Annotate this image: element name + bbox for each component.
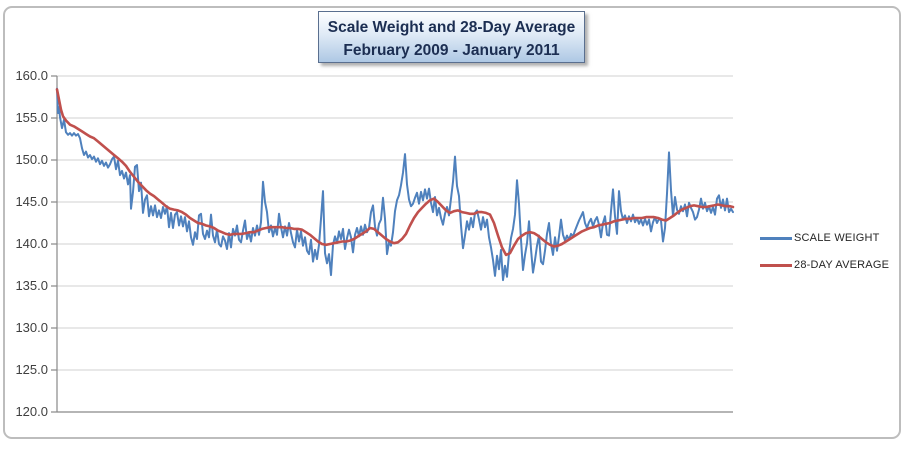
scale-weight-line — [56, 87, 734, 282]
y-axis-label: 150.0 — [15, 152, 48, 167]
chart-outer-border — [3, 6, 901, 439]
legend-line-swatch-blue — [760, 236, 792, 240]
legend-line-swatch-red — [760, 263, 792, 267]
legend-item-28-day-average: 28-DAY AVERAGE — [760, 255, 889, 275]
chart-title-line2: February 2009 - January 2011 — [343, 42, 560, 59]
y-axis-label: 135.0 — [15, 278, 48, 293]
y-axis-label: 145.0 — [15, 194, 48, 209]
average-line — [55, 88, 735, 257]
y-axis-label: 160.0 — [15, 68, 48, 83]
y-axis-label: 140.0 — [15, 236, 48, 251]
legend: SCALE WEIGHT 28-DAY AVERAGE — [760, 228, 889, 282]
legend-label-scale-weight: SCALE WEIGHT — [794, 232, 880, 244]
chart-title-line1: Scale Weight and 28-Day Average — [327, 19, 576, 36]
chart-title-box: Scale Weight and 28-Day Average February… — [318, 11, 585, 63]
legend-label-28-day-average: 28-DAY AVERAGE — [794, 259, 890, 271]
y-axis-label: 130.0 — [15, 320, 48, 335]
y-axis-label: 155.0 — [15, 110, 48, 125]
y-axis-label: 125.0 — [15, 362, 48, 377]
y-axis-label: 120.0 — [15, 404, 48, 419]
legend-item-scale-weight: SCALE WEIGHT — [760, 228, 889, 248]
